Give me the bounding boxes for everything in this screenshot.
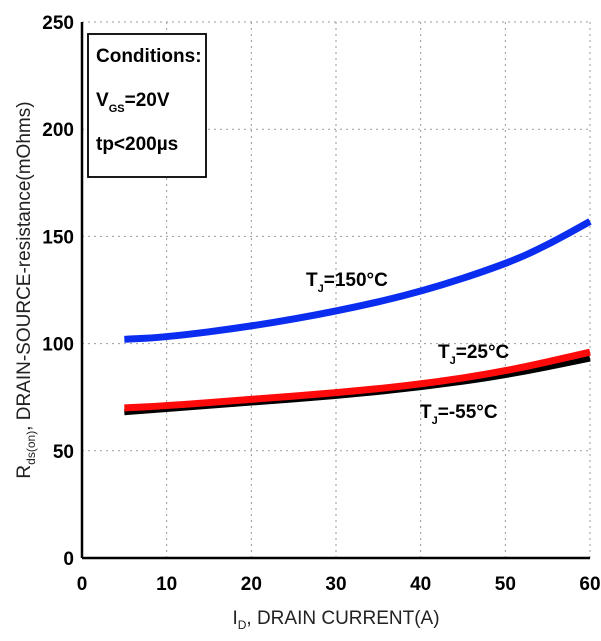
series-label-minus55c: TJ=-55°C — [420, 402, 498, 427]
x-tick-label: 0 — [77, 574, 88, 595]
conditions-vgs: VGS=20V — [96, 90, 170, 115]
x-tick-label: 10 — [156, 574, 177, 595]
x-axis-title: ID, DRAIN CURRENT(A) — [232, 608, 439, 632]
x-tick-label: 60 — [579, 574, 600, 595]
y-tick-label: 200 — [42, 120, 74, 141]
series-line-1 — [124, 348, 591, 412]
conditions-pulse: tp<200µs — [96, 134, 178, 155]
conditions-box: Conditions: VGS=20V tp<200µs — [87, 33, 207, 178]
series-label-25c: TJ=25°C — [438, 342, 510, 367]
y-axis-title: Rds(on), DRAIN-SOURCE-resistance(mOhms) — [14, 101, 38, 478]
conditions-box-frame — [87, 33, 207, 178]
y-tick-label: 50 — [53, 442, 74, 463]
x-tick-label: 20 — [241, 574, 262, 595]
x-tick-label: 30 — [325, 574, 346, 595]
x-tick-label: 40 — [410, 574, 431, 595]
y-tick-label: 0 — [63, 549, 74, 570]
conditions-title: Conditions: — [96, 46, 202, 67]
series-line-0 — [124, 218, 592, 343]
y-tick-label: 250 — [42, 13, 74, 34]
axis-ticks: 0 10 20 30 40 50 60 0 50 100 150 200 250 — [42, 13, 600, 595]
x-tick-label: 50 — [495, 574, 516, 595]
series-label-150c: TJ=150°C — [306, 270, 388, 295]
y-tick-label: 150 — [42, 227, 74, 248]
series-curves — [124, 218, 592, 416]
y-tick-label: 100 — [42, 335, 74, 356]
